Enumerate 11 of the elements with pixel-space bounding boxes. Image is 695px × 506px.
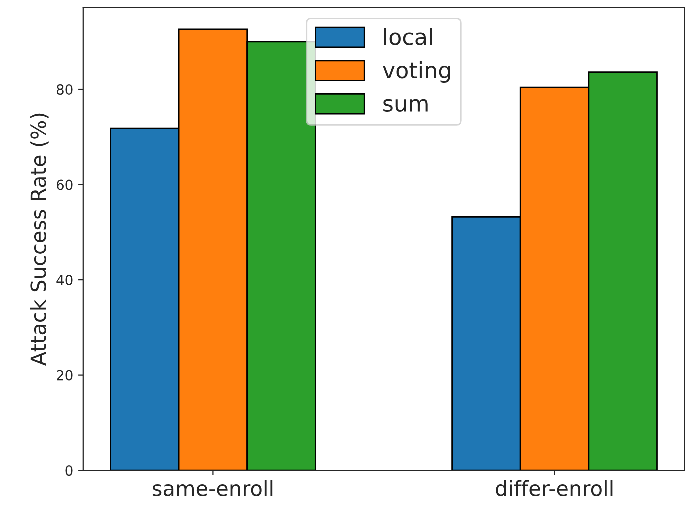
x-tick-label: same-enroll xyxy=(152,480,273,496)
legend-label: voting xyxy=(383,62,450,84)
y-axis-title: Attack Success Rate (%) xyxy=(30,114,49,366)
legend-label: sum xyxy=(384,99,428,112)
y-tick-label: 20 xyxy=(57,370,73,381)
x-tick-label: differ-enroll xyxy=(496,480,613,496)
y-tick-label: 0 xyxy=(66,466,73,476)
y-tick-label: 80 xyxy=(56,84,73,95)
y-tick-label: 60 xyxy=(56,180,73,190)
y-tick-label: 40 xyxy=(56,275,73,286)
legend-label: local xyxy=(384,28,432,46)
